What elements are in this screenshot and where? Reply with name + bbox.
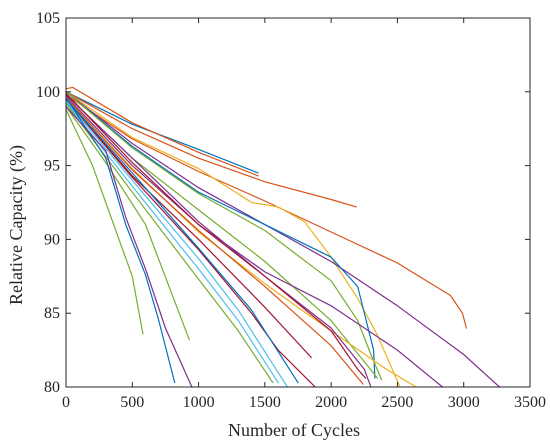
y-tick-label: 100 xyxy=(36,84,60,101)
series-line-5 xyxy=(65,91,401,388)
y-tick-label: 105 xyxy=(36,10,60,27)
plot-frame xyxy=(65,17,531,388)
series-line-1 xyxy=(65,91,259,174)
x-axis-label: Number of Cycles xyxy=(228,420,360,440)
series-line-10 xyxy=(65,95,444,388)
x-tick-label: 2000 xyxy=(315,394,347,411)
series-line-11 xyxy=(65,97,417,388)
series-line-3 xyxy=(65,91,357,208)
series-line-9 xyxy=(65,94,379,379)
y-tick-label: 85 xyxy=(44,305,60,322)
y-axis-label: Relative Capacity (%) xyxy=(6,145,27,305)
series-layer xyxy=(65,86,501,388)
axes: 0 500 1000 1500 2000 2500 3000 3500 80 85 90 95 100 1… xyxy=(36,10,546,411)
x-tick-label: 3500 xyxy=(514,394,546,411)
series-line-8 xyxy=(65,91,383,381)
x-tick-label: 0 xyxy=(62,394,70,411)
y-tick-label: 95 xyxy=(44,158,60,175)
series-line-23 xyxy=(65,106,193,388)
series-line-2 xyxy=(65,86,259,177)
series-line-6 xyxy=(65,91,501,388)
x-tick-label: 500 xyxy=(120,394,144,411)
series-line-4 xyxy=(65,94,467,329)
x-tick-label: 1500 xyxy=(249,394,281,411)
series-line-13 xyxy=(65,92,367,379)
series-line-14 xyxy=(65,97,364,385)
series-line-22 xyxy=(65,97,176,384)
x-tick-label: 1000 xyxy=(183,394,215,411)
y-tick-label: 80 xyxy=(44,379,60,396)
series-line-12 xyxy=(65,94,372,388)
x-tick-label: 3000 xyxy=(448,394,480,411)
series-line-18 xyxy=(65,100,288,388)
series-line-15 xyxy=(65,98,312,359)
series-line-16 xyxy=(65,98,316,388)
series-line-7 xyxy=(65,91,376,379)
series-line-24 xyxy=(65,108,144,335)
series-line-21 xyxy=(65,106,190,341)
series-line-19 xyxy=(65,101,279,384)
y-tick-label: 90 xyxy=(44,231,60,248)
series-line-20 xyxy=(65,103,274,384)
x-tick-label: 2500 xyxy=(381,394,413,411)
series-line-17 xyxy=(65,98,299,384)
